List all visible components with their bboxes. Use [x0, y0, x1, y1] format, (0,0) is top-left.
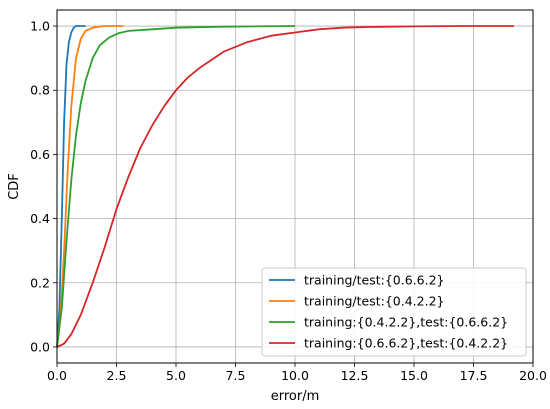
series-line-1 [56, 25, 86, 348]
y-ticks: 0.0 0.2 0.4 0.6 0.8 1.0 [30, 19, 57, 354]
x-tick-label: 2.5 [107, 368, 127, 383]
x-axis-label: error/m [271, 389, 320, 404]
grid [56, 10, 534, 363]
series-layer [56, 25, 514, 348]
y-axis-label: CDF [7, 173, 22, 200]
y-tick-label: 0.0 [30, 339, 50, 354]
x-tick-label: 15.0 [400, 368, 428, 383]
x-tick-label: 7.5 [226, 368, 246, 383]
x-tick-label: 0.0 [47, 368, 67, 383]
series-line-4 [56, 25, 514, 348]
legend-label-1: training/test:{0.6.6.2} [304, 273, 445, 288]
legend: training/test:{0.6.6.2} training/test:{0.… [261, 267, 527, 357]
series-line-2 [56, 25, 124, 348]
x-tick-label: 12.5 [341, 368, 369, 383]
x-ticks: 0.0 2.5 5.0 7.5 10.0 12.5 15.0 17.5 20.0 [47, 363, 547, 383]
legend-box [261, 267, 527, 357]
x-tick-label: 20.0 [519, 368, 547, 383]
series-line-3 [56, 25, 296, 348]
legend-label-3: training:{0.4.2.2},test:{0.6.6.2} [304, 315, 508, 330]
y-tick-label: 0.2 [30, 275, 50, 290]
x-tick-label: 17.5 [460, 368, 488, 383]
y-tick-label: 0.6 [30, 147, 50, 162]
x-tick-label: 10.0 [281, 368, 309, 383]
legend-label-2: training/test:{0.4.2.2} [304, 294, 445, 309]
legend-label-4: training:{0.6.6.2},test:{0.4.2.2} [304, 336, 508, 351]
x-tick-label: 5.0 [166, 368, 186, 383]
y-tick-label: 1.0 [30, 19, 50, 34]
y-tick-label: 0.4 [30, 211, 50, 226]
y-tick-label: 0.8 [30, 83, 50, 98]
